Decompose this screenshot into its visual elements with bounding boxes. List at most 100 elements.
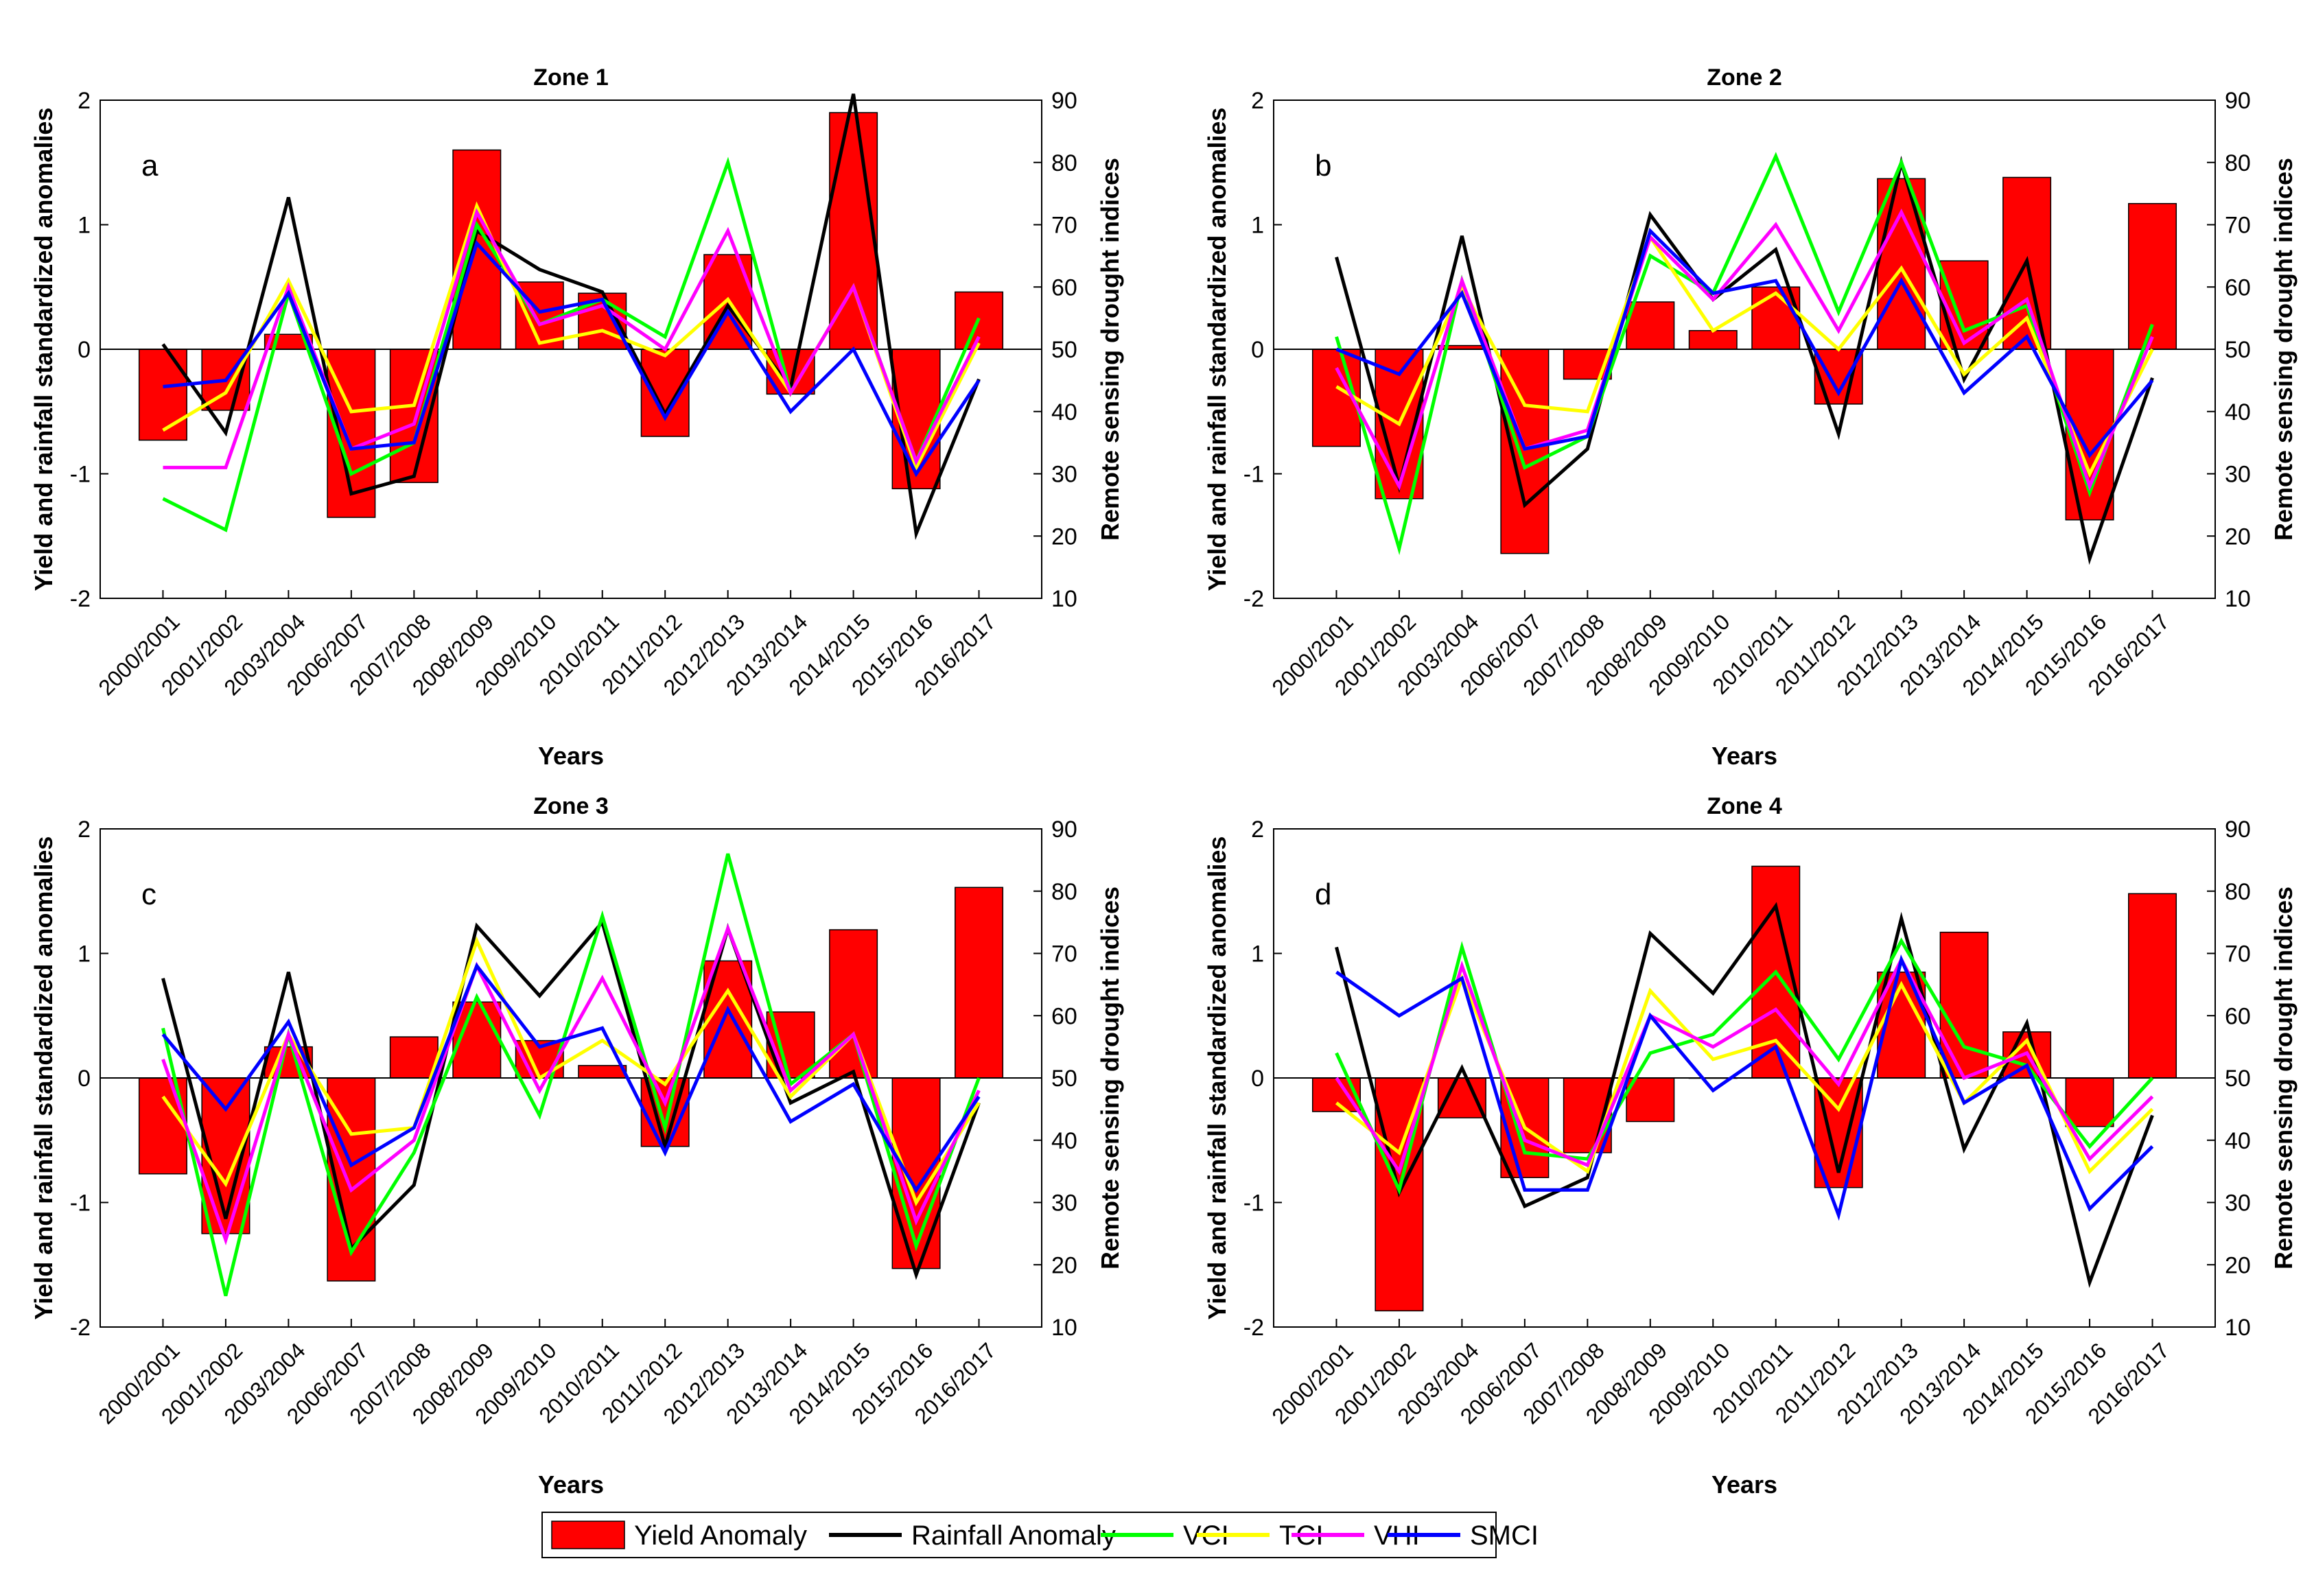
y2-tick-label: 40: [2225, 1128, 2251, 1154]
chart-title: Zone 1: [533, 64, 609, 91]
yield-bar: [1311, 1077, 1361, 1112]
vhi-line: [161, 924, 981, 1246]
legend-box: Yield Anomaly Rainfall Anomaly VCI TCI VHI SM…: [541, 1512, 1539, 1558]
vci-line: [1335, 937, 2154, 1195]
y2-tick-label: 80: [1051, 150, 1077, 176]
x-axis-label: Years: [538, 1470, 604, 1499]
smci-line: [1335, 954, 2154, 1221]
legend-item: Yield Anomaly: [551, 1521, 807, 1551]
rainfall-anomaly-line: [161, 918, 981, 1280]
y-tick-label: -2: [70, 1315, 91, 1341]
y-tick-label: 0: [1251, 1066, 1264, 1092]
panels: -2-10121020304050607080902000/20012001/2…: [30, 64, 2298, 1499]
y-tick-label: 1: [1251, 213, 1264, 239]
yield-bar: [955, 887, 1004, 1079]
y-axis-label: Yield and rainfall standardized anomalie…: [30, 108, 58, 591]
y-tick-label: -2: [70, 586, 91, 612]
y2-tick-label: 70: [2225, 213, 2251, 239]
legend-label: Yield Anomaly: [634, 1521, 807, 1551]
y2-tick-label: 20: [2225, 1252, 2251, 1278]
panel-label: c: [141, 878, 156, 911]
y2-tick-label: 10: [2225, 586, 2251, 612]
y2-tick-label: 60: [2225, 274, 2251, 301]
y2-tick-label: 40: [1051, 399, 1077, 425]
yield-bar: [2065, 1077, 2114, 1127]
y2-tick-label: 10: [1051, 1315, 1077, 1341]
y-tick-label: 2: [78, 817, 91, 843]
smci-line: [163, 239, 981, 478]
y2-tick-label: 10: [2225, 1315, 2251, 1341]
yield-bar: [1626, 1077, 1675, 1123]
y2-tick-label: 80: [2225, 879, 2251, 905]
y2-tick-label: 40: [2225, 399, 2251, 425]
y-tick-label: -1: [1243, 1190, 1264, 1217]
y2-tick-label: 80: [2225, 150, 2251, 176]
legend-swatch-bar: [551, 1521, 625, 1549]
y-tick-label: 1: [78, 213, 91, 239]
y2-tick-label: 90: [1051, 88, 1077, 114]
y2-tick-label: 60: [1051, 1003, 1077, 1029]
chart-title: Zone 4: [1707, 793, 1782, 819]
y2-tick-label: 30: [1051, 462, 1077, 488]
y2-tick-label: 60: [2225, 1003, 2251, 1029]
panel-label: a: [141, 149, 159, 183]
legend-label: Rainfall Anomaly: [911, 1521, 1116, 1551]
y2-tick-label: 70: [1051, 213, 1077, 239]
rainfall-anomaly-line: [1335, 155, 2154, 565]
y-tick-label: 0: [78, 337, 91, 363]
y2-tick-label: 80: [1051, 879, 1077, 905]
x-axis-label: Years: [1711, 1470, 1777, 1499]
y2-tick-label: 30: [2225, 1190, 2251, 1217]
y-tick-label: -1: [1243, 462, 1264, 488]
y-axis-label: Yield and rainfall standardized anomalie…: [1203, 108, 1231, 591]
y2-tick-label: 70: [2225, 941, 2251, 967]
yield-bar: [389, 1036, 439, 1079]
y2-tick-label: 30: [1051, 1190, 1077, 1217]
y-tick-label: 0: [1251, 337, 1264, 363]
panel-label: b: [1315, 149, 1331, 183]
y2-axis-label: Remote sensing drought indices: [1096, 158, 1124, 541]
y2-axis-label: Remote sensing drought indices: [1096, 887, 1124, 1269]
y-tick-label: 0: [78, 1066, 91, 1092]
y2-tick-label: 50: [2225, 1066, 2251, 1092]
y2-tick-label: 90: [2225, 817, 2251, 843]
yield-bar: [138, 349, 187, 441]
y2-tick-label: 30: [2225, 462, 2251, 488]
chart-title: Zone 3: [533, 793, 609, 819]
yield-bar: [1688, 330, 1738, 350]
y-tick-label: 1: [78, 941, 91, 967]
y-axis-label: Yield and rainfall standardized anomalie…: [30, 836, 58, 1320]
y-tick-label: -2: [1243, 586, 1264, 612]
y2-tick-label: 40: [1051, 1128, 1077, 1154]
y-tick-label: 2: [1251, 88, 1264, 114]
vhi-line: [1335, 956, 2154, 1175]
y2-tick-label: 20: [1051, 524, 1077, 550]
yield-bar: [1626, 301, 1675, 350]
yield-bar: [2128, 893, 2177, 1079]
y2-tick-label: 60: [1051, 274, 1077, 301]
y2-tick-label: 90: [1051, 817, 1077, 843]
y2-tick-label: 50: [1051, 1066, 1077, 1092]
y2-tick-label: 90: [2225, 88, 2251, 114]
smci-line: [1335, 227, 2154, 458]
legend-item: SMCI: [1388, 1521, 1539, 1551]
y2-tick-label: 50: [1051, 337, 1077, 363]
legend-item: Rainfall Anomaly: [829, 1521, 1116, 1551]
y2-tick-label: 10: [1051, 586, 1077, 612]
y-tick-label: -1: [70, 462, 91, 488]
y-axis-label: Yield and rainfall standardized anomalie…: [1203, 836, 1231, 1320]
y-tick-label: 1: [1251, 941, 1264, 967]
y-tick-label: -2: [1243, 1315, 1264, 1341]
chart-panel-4: -2-10121020304050607080902000/20012001/2…: [1203, 793, 2298, 1499]
smci-line: [161, 962, 981, 1193]
y2-tick-label: 50: [2225, 337, 2251, 363]
vhi-line: [163, 208, 981, 469]
panel-label: d: [1315, 878, 1331, 911]
x-axis-label: Years: [538, 742, 604, 770]
rainfall-anomaly-line: [161, 93, 981, 541]
yield-bar: [1500, 349, 1550, 554]
x-axis-label: Years: [1711, 742, 1777, 770]
yield-bar: [829, 112, 878, 350]
vhi-line: [1335, 208, 2154, 491]
